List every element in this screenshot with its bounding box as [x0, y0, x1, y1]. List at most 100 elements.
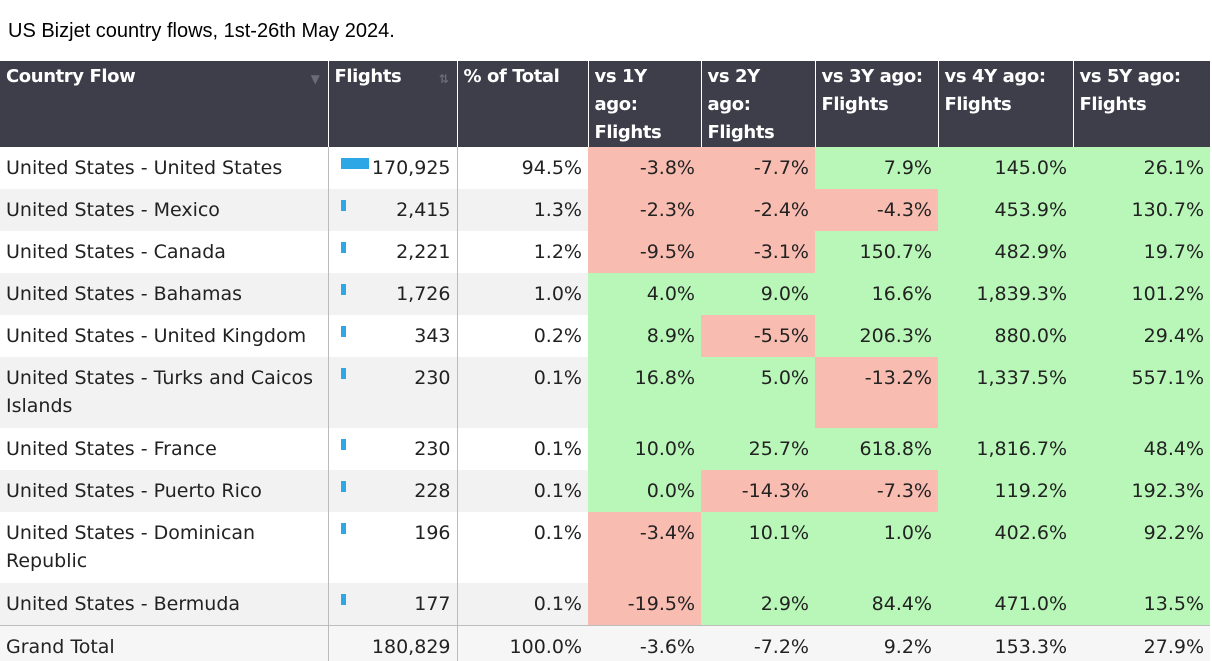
- table-row[interactable]: United States - United States 170,925 94.5…: [0, 147, 1210, 189]
- flights-value: 2,221: [396, 241, 451, 263]
- vs-y3-cell: -4.3%: [815, 189, 938, 231]
- table-row[interactable]: United States - Bermuda 177 0.1% -19.5% 2.9%…: [0, 583, 1210, 625]
- pct-of-total-cell: 0.1%: [533, 438, 582, 460]
- report-title: US Bizjet country flows, 1st-26th May 20…: [8, 20, 395, 42]
- filter-icon[interactable]: ▼: [310, 72, 320, 86]
- vs-y1-cell: 16.8%: [588, 357, 701, 428]
- flights-bar: [340, 158, 369, 169]
- vs-y1-cell: -9.5%: [588, 231, 701, 273]
- column-header-label: Country Flow: [6, 66, 136, 87]
- flights-cell: 177: [328, 583, 458, 625]
- flights-cell: 196: [328, 512, 458, 583]
- vs-y1-cell: -19.5%: [588, 583, 701, 625]
- vs-y3-cell: 1.0%: [815, 512, 938, 583]
- table-row[interactable]: United States - Turks and Caicos Islands…: [0, 357, 1210, 428]
- column-header-vs-2y[interactable]: vs 2Y ago: Flights: [701, 61, 816, 147]
- vs-y4-cell: 482.9%: [938, 231, 1073, 273]
- column-header-label: vs 3Y ago:: [821, 66, 924, 87]
- header-row: Country Flow ▼ Flights ⇅ % of Total vs 1…: [0, 61, 1210, 147]
- vs-y5-cell: 92.2%: [1073, 512, 1210, 583]
- vs-y3-cell: 206.3%: [815, 315, 938, 357]
- vs-y3-cell: -13.2%: [815, 357, 938, 428]
- flights-bar: [340, 439, 346, 450]
- grand-total-row[interactable]: Grand Total 180,829 100.0% -3.6% -7.2% 9.2% 15…: [0, 624, 1210, 661]
- vs-y5-cell: 192.3%: [1073, 470, 1210, 512]
- vs-y4-cell: 1,337.5%: [938, 357, 1073, 428]
- vs-y5-cell: 13.5%: [1073, 583, 1210, 625]
- vs-y2-cell: 9.0%: [701, 273, 815, 315]
- country-flow-cell: United States - United States: [0, 147, 329, 189]
- grand-total-y3-cell: 9.2%: [815, 624, 938, 661]
- country-flow-cell: United States - Turks and Caicos Islands: [0, 357, 329, 428]
- pct-of-total-cell: 0.1%: [457, 583, 588, 625]
- column-header-label: vs 4Y ago:: [944, 66, 1047, 87]
- vs-y2-cell: 5.0%: [701, 357, 815, 428]
- pct-of-total-cell: 0.2%: [533, 325, 582, 347]
- flights-bar: [340, 242, 346, 253]
- column-header-vs-1y[interactable]: vs 1Y ago: Flights: [588, 61, 702, 147]
- vs-y2-cell: 25.7%: [701, 428, 815, 470]
- vs-y3-cell: 618.8%: [815, 428, 938, 470]
- vs-y1-cell: -3.8%: [588, 147, 701, 189]
- table-row[interactable]: United States - United Kingdom 343 0.2% 8.9…: [0, 315, 1210, 357]
- column-header-label: Flights: [334, 66, 402, 87]
- country-flow-cell: United States - Puerto Rico: [0, 470, 329, 512]
- flights-bar: [340, 326, 346, 337]
- vs-y1-cell: -2.3%: [588, 189, 701, 231]
- flights-bar: [340, 200, 346, 211]
- vs-y2-cell: 2.9%: [701, 583, 815, 625]
- table-row[interactable]: United States - Puerto Rico 228 0.1% 0.0% -1…: [0, 470, 1210, 512]
- vs-y2-cell: -3.1%: [701, 231, 815, 273]
- flights-bar: [340, 523, 346, 534]
- flights-cell: 1,726: [328, 273, 458, 315]
- table-row[interactable]: United States - Dominican Republic 196 0.1…: [0, 512, 1210, 583]
- country-flow-cell: United States - United Kingdom: [0, 315, 329, 357]
- flights-value: 230: [414, 438, 451, 460]
- flights-value: 170,925: [371, 157, 451, 179]
- column-header-label: vs 5Y ago:: [1079, 66, 1182, 87]
- flights-bar: [340, 368, 346, 379]
- table-row[interactable]: United States - France 230 0.1% 10.0% 25.7% 6…: [0, 428, 1210, 470]
- country-flow-cell: United States - Canada: [0, 231, 329, 273]
- grand-total-flights-cell: 180,829: [328, 624, 458, 661]
- vs-y1-cell: 8.9%: [588, 315, 701, 357]
- flights-value: 1,726: [396, 283, 451, 305]
- flights-value: 343: [414, 325, 451, 347]
- column-header-vs-5y[interactable]: vs 5Y ago: Flights: [1073, 61, 1210, 147]
- vs-y2-cell: -2.4%: [701, 189, 815, 231]
- column-header-flights[interactable]: Flights ⇅: [328, 61, 458, 147]
- flights-value: 228: [414, 480, 451, 502]
- vs-y4-cell: 1,816.7%: [938, 428, 1073, 470]
- column-header-sublabel: Flights: [594, 122, 662, 143]
- vs-y3-cell: 84.4%: [815, 583, 938, 625]
- table-row[interactable]: United States - Mexico 2,415 1.3% -2.3% -2.4…: [0, 189, 1210, 231]
- flights-cell: 230: [328, 357, 458, 428]
- column-header-label: vs 2Y ago:: [707, 66, 761, 115]
- vs-y2-cell: -14.3%: [701, 470, 815, 512]
- pct-of-total-cell: 0.1%: [533, 522, 582, 544]
- pct-of-total-cell: 0.1%: [457, 357, 588, 428]
- pct-of-total-cell: 1.0%: [457, 273, 588, 315]
- column-header-vs-3y[interactable]: vs 3Y ago: Flights: [815, 61, 939, 147]
- table-row[interactable]: United States - Canada 2,221 1.2% -9.5% -3.1…: [0, 231, 1210, 273]
- vs-y5-cell: 557.1%: [1073, 357, 1210, 428]
- flights-cell: 170,925: [328, 147, 458, 189]
- grand-total-y5-cell: 27.9%: [1073, 624, 1210, 661]
- flights-value: 230: [414, 367, 451, 389]
- vs-y4-cell: 402.6%: [938, 512, 1073, 583]
- country-flow-cell: United States - Mexico: [0, 189, 329, 231]
- column-header-vs-4y[interactable]: vs 4Y ago: Flights: [938, 61, 1074, 147]
- grand-total-y1-cell: -3.6%: [588, 624, 701, 661]
- vs-y3-cell: 150.7%: [815, 231, 938, 273]
- flights-value: 2,415: [396, 199, 451, 221]
- flights-value: 177: [414, 593, 451, 615]
- column-header-pct-total[interactable]: % of Total: [457, 61, 589, 147]
- table-row[interactable]: United States - Bahamas 1,726 1.0% 4.0% 9.0%…: [0, 273, 1210, 315]
- column-header-sublabel: Flights: [1079, 94, 1147, 115]
- country-flows-table: Country Flow ▼ Flights ⇅ % of Total vs 1…: [0, 61, 1210, 661]
- vs-y4-cell: 145.0%: [938, 147, 1073, 189]
- vs-y3-cell: 7.9%: [815, 147, 938, 189]
- grand-total-country-cell: Grand Total: [0, 624, 329, 661]
- column-header-country-flow[interactable]: Country Flow ▼: [0, 61, 329, 147]
- sort-descending-icon[interactable]: ⇅: [438, 72, 449, 86]
